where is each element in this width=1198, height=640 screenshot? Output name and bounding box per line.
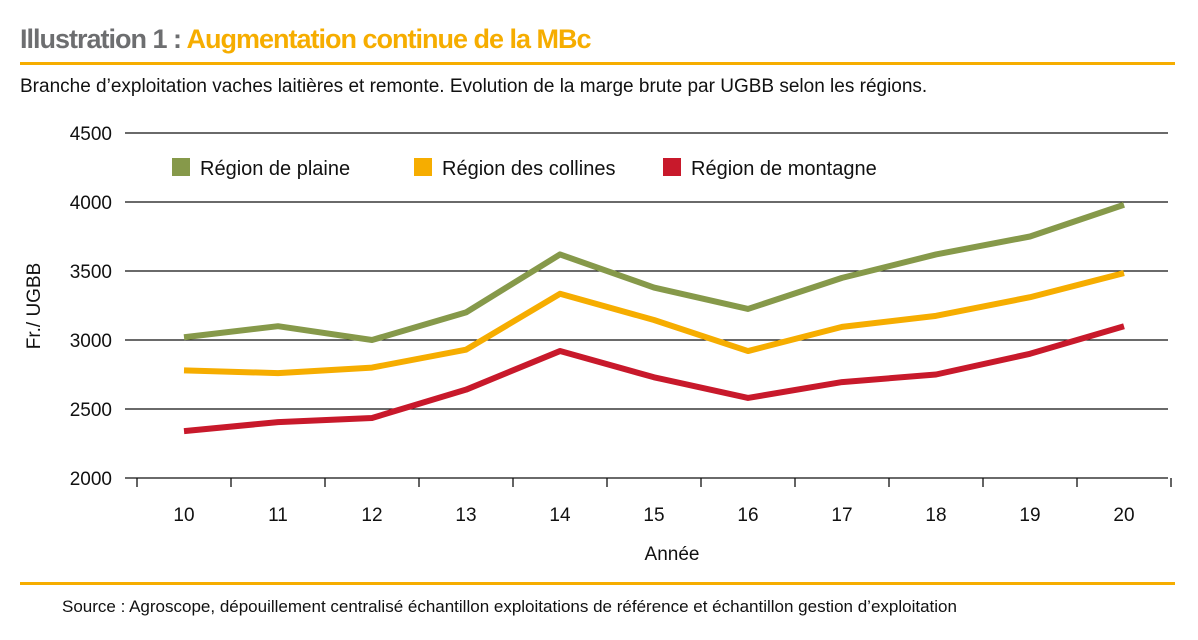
bottom-rule [20,582,1175,585]
x-tick-label: 18 [925,505,946,526]
subtitle: Branche d’exploitation vaches laitières … [20,76,928,97]
x-tick-label: 19 [1019,505,1040,526]
series-line-2 [183,323,1125,435]
y-tick-label: 4500 [70,124,112,145]
y-axis-label: Fr./ UGBB [24,263,45,350]
y-tick-label: 3000 [70,331,112,352]
title-main: Augmentation continue de la MBc [186,24,592,54]
legend-swatch [172,158,190,176]
y-tick-label: 3500 [70,262,112,283]
figure-title: Illustration 1 : Augmentation continue d… [20,24,592,55]
legend-label: Région de montagne [691,158,877,180]
title-prefix: Illustration 1 : [20,24,182,54]
x-tick-label: 17 [831,505,852,526]
y-tick-label: 4000 [70,193,112,214]
legend-swatch [414,158,432,176]
x-tick-label: 20 [1113,505,1134,526]
legend-label: Région de plaine [200,158,350,180]
source-note: Source : Agroscope, dépouillement centra… [62,597,957,616]
y-tick-label: 2000 [70,469,112,490]
legend-swatch [663,158,681,176]
x-axis-label: Année [645,544,700,565]
x-tick-label: 12 [361,505,382,526]
x-tick-label: 13 [455,505,476,526]
x-tick-label: 11 [268,505,288,526]
y-tick-label: 2500 [70,400,112,421]
x-tick-label: 15 [643,505,664,526]
top-rule [20,62,1175,65]
x-tick-label: 14 [549,505,571,526]
x-tick-label: 16 [737,505,758,526]
x-tick-label: 10 [173,505,194,526]
legend-label: Région des collines [442,158,615,180]
